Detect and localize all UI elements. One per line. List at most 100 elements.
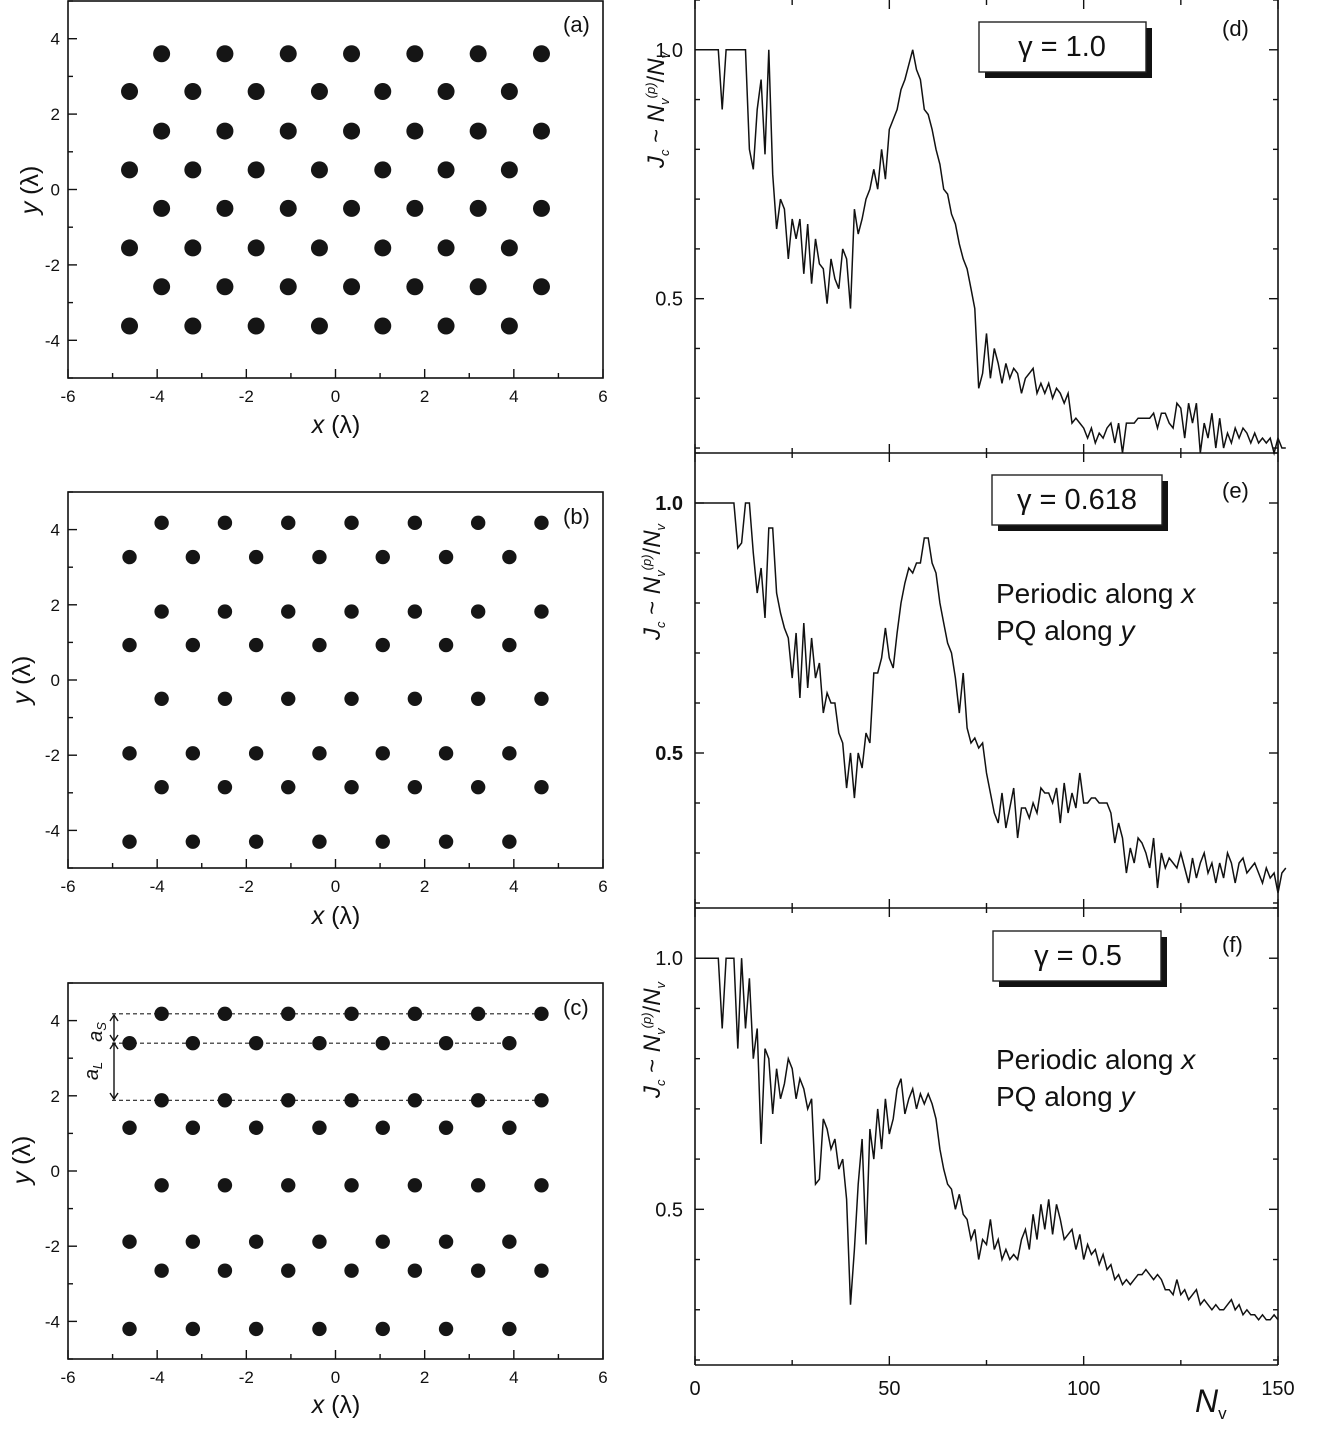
x-tick-label: 2 bbox=[420, 1368, 429, 1387]
vortex-dot bbox=[122, 834, 137, 849]
a-s-label: aS bbox=[85, 1022, 109, 1042]
a-l-arrow-head-bottom bbox=[109, 1092, 119, 1101]
y-tick-label: -2 bbox=[45, 1237, 60, 1256]
vortex-dot bbox=[406, 278, 424, 296]
y-tick-label: 0.5 bbox=[655, 1199, 683, 1221]
x-tick-label: 4 bbox=[509, 1368, 518, 1387]
vortex-dot bbox=[407, 1263, 423, 1278]
vortex-dot bbox=[470, 515, 486, 531]
vortex-dot bbox=[122, 1120, 137, 1135]
vortex-dot bbox=[406, 122, 424, 140]
jc-curve-f bbox=[695, 957, 1279, 1322]
vortex-dot bbox=[502, 637, 517, 653]
a-s-arrow-head-bottom bbox=[109, 1034, 119, 1043]
vortex-dot bbox=[375, 637, 390, 653]
vortex-dot bbox=[534, 1093, 549, 1108]
vortex-dot bbox=[121, 82, 139, 100]
panel-label-d: (d) bbox=[1222, 16, 1249, 41]
panel-label-f: (f) bbox=[1222, 932, 1243, 957]
vortex-dot bbox=[216, 278, 234, 296]
vortex-dot bbox=[344, 779, 359, 795]
vortex-dot bbox=[500, 161, 518, 179]
vortex-dot bbox=[121, 161, 139, 179]
plot-frame-c bbox=[67, 982, 604, 1360]
vortex-dot bbox=[438, 637, 454, 653]
x-tick-label: 50 bbox=[878, 1378, 900, 1400]
vortex-dot bbox=[374, 82, 392, 100]
vortex-dot bbox=[534, 691, 549, 706]
vortex-dot bbox=[122, 637, 137, 653]
vortex-dot bbox=[534, 1178, 549, 1193]
vortex-dots-a bbox=[121, 45, 550, 335]
y-tick-label: 1.0 bbox=[655, 948, 683, 970]
y-tick-label: 2 bbox=[51, 1087, 60, 1106]
gamma-box-e bbox=[991, 474, 1163, 526]
axis-ticks-f: 0.5 1.0 0 50 100 150 bbox=[655, 907, 1295, 1400]
jc-panel-d: 0.5 1.0 γ = 1.0 (d) Jc ~ Nv(p)/Nv bbox=[643, 0, 1286, 456]
note-line-1-f: Periodic along x bbox=[996, 1044, 1196, 1075]
vortex-dot bbox=[217, 1006, 233, 1022]
y-tick-label: 0.5 bbox=[655, 289, 683, 311]
vortex-dot bbox=[279, 45, 297, 63]
vortex-dot bbox=[312, 1234, 327, 1249]
y-tick-label: 4 bbox=[51, 1012, 60, 1031]
vortex-dot bbox=[247, 317, 265, 335]
x-axis-title-a: x (λ) bbox=[311, 411, 361, 439]
vortex-dot bbox=[312, 1035, 327, 1051]
plot-frame-b bbox=[67, 491, 604, 869]
vortex-dot bbox=[310, 161, 328, 179]
vortex-dot bbox=[438, 834, 454, 849]
vortex-dot bbox=[248, 1120, 264, 1135]
panel-label-e: (e) bbox=[1222, 478, 1249, 503]
vortex-dot bbox=[217, 604, 233, 619]
vortex-dot bbox=[248, 637, 264, 653]
a-l-arrow-head-top bbox=[109, 1041, 119, 1050]
vortex-dot bbox=[534, 604, 549, 619]
vortex-dot bbox=[375, 746, 390, 761]
vortex-dot bbox=[247, 239, 265, 257]
lattice-panel-a: -6 -4 -2 0 2 4 6 -4 -2 0 2 4 (a) x (λ) y (λ) bbox=[16, 0, 608, 439]
vortex-dot bbox=[312, 834, 327, 849]
vortex-dot bbox=[312, 1321, 327, 1337]
vortex-dot bbox=[343, 45, 361, 63]
vortex-dot bbox=[534, 779, 549, 795]
vortex-dot bbox=[469, 45, 487, 63]
axis-ticks-d: 0.5 1.0 bbox=[655, 0, 1279, 453]
vortex-dot bbox=[407, 604, 423, 619]
gamma-label-f: γ = 0.5 bbox=[1034, 940, 1122, 972]
vortex-dot bbox=[154, 515, 169, 531]
x-tick-label: -6 bbox=[60, 387, 75, 406]
vortex-dot bbox=[344, 1006, 359, 1022]
vortex-dot bbox=[343, 199, 361, 217]
vortex-dot bbox=[217, 1093, 233, 1108]
x-tick-label: -4 bbox=[150, 1368, 165, 1387]
vortex-dot bbox=[216, 199, 234, 217]
vortex-dot bbox=[532, 278, 550, 296]
vortex-dot bbox=[343, 278, 361, 296]
axis-ticks-a: -6 -4 -2 0 2 4 6 -4 -2 0 2 4 bbox=[45, 0, 608, 406]
vortex-dot bbox=[438, 1120, 454, 1135]
y-tick-label: 4 bbox=[51, 30, 60, 49]
vortex-dots-c bbox=[122, 1006, 549, 1337]
vortex-dot bbox=[154, 1093, 169, 1108]
vortex-dot bbox=[407, 779, 423, 795]
panel-label-c: (c) bbox=[563, 995, 589, 1020]
vortex-dot bbox=[217, 1263, 233, 1278]
vortex-dot bbox=[184, 317, 202, 335]
x-tick-label: -2 bbox=[239, 387, 254, 406]
x-tick-label: 6 bbox=[598, 1368, 607, 1387]
vortex-dot bbox=[279, 278, 297, 296]
vortex-dot bbox=[281, 1093, 296, 1108]
y-tick-label: -2 bbox=[45, 256, 60, 275]
x-tick-label: 6 bbox=[598, 387, 607, 406]
vortex-dot bbox=[406, 45, 424, 63]
axis-ticks-e: 0.5 1.0 bbox=[655, 452, 1279, 908]
vortex-dot bbox=[154, 779, 169, 795]
vortex-dot bbox=[248, 1321, 264, 1337]
y-tick-label: -2 bbox=[45, 746, 60, 765]
vortex-dot bbox=[217, 691, 233, 706]
vortex-dot bbox=[532, 199, 550, 217]
vortex-dot bbox=[217, 1178, 233, 1193]
vortex-dot bbox=[281, 1263, 296, 1278]
vortex-dot bbox=[502, 746, 517, 761]
